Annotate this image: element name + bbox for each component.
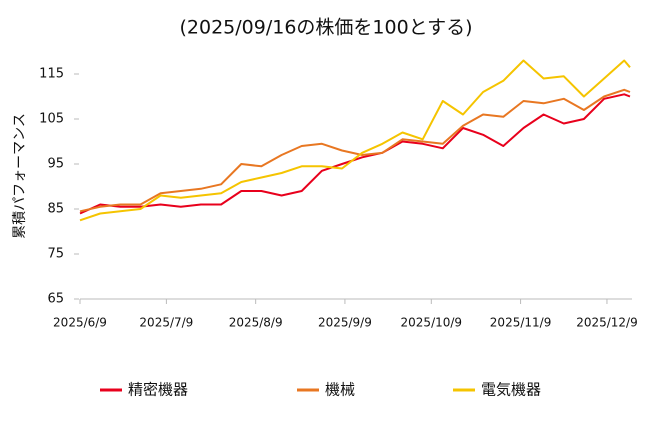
legend-label: 電気機器: [481, 381, 541, 399]
y-tick-label: 85: [47, 202, 64, 217]
y-tick-label: 95: [47, 157, 64, 172]
y-tick-label: 115: [39, 67, 64, 82]
x-tick-label: 2025/7/9: [139, 316, 193, 330]
x-tick-label: 2025/8/9: [229, 316, 283, 330]
chart-title: (2025/09/16の株価を100とする): [179, 17, 472, 39]
x-tick-label: 2025/6/9: [53, 316, 107, 330]
x-tick-label: 2025/10/9: [401, 316, 463, 330]
y-axis-label: 累積パフォーマンス: [12, 113, 28, 239]
y-tick-label: 75: [47, 247, 64, 262]
legend-label: 精密機器: [128, 381, 188, 399]
series-line: [79, 59, 631, 222]
x-tick-label: 2025/9/9: [318, 316, 372, 330]
y-tick-label: 65: [47, 292, 64, 307]
y-tick-label: 105: [39, 112, 64, 127]
x-tick-label: 2025/12/9: [576, 316, 638, 330]
x-tick-label: 2025/11/9: [490, 316, 552, 330]
series-line: [79, 93, 631, 215]
legend-label: 機械: [325, 381, 355, 399]
series-line: [79, 88, 631, 213]
